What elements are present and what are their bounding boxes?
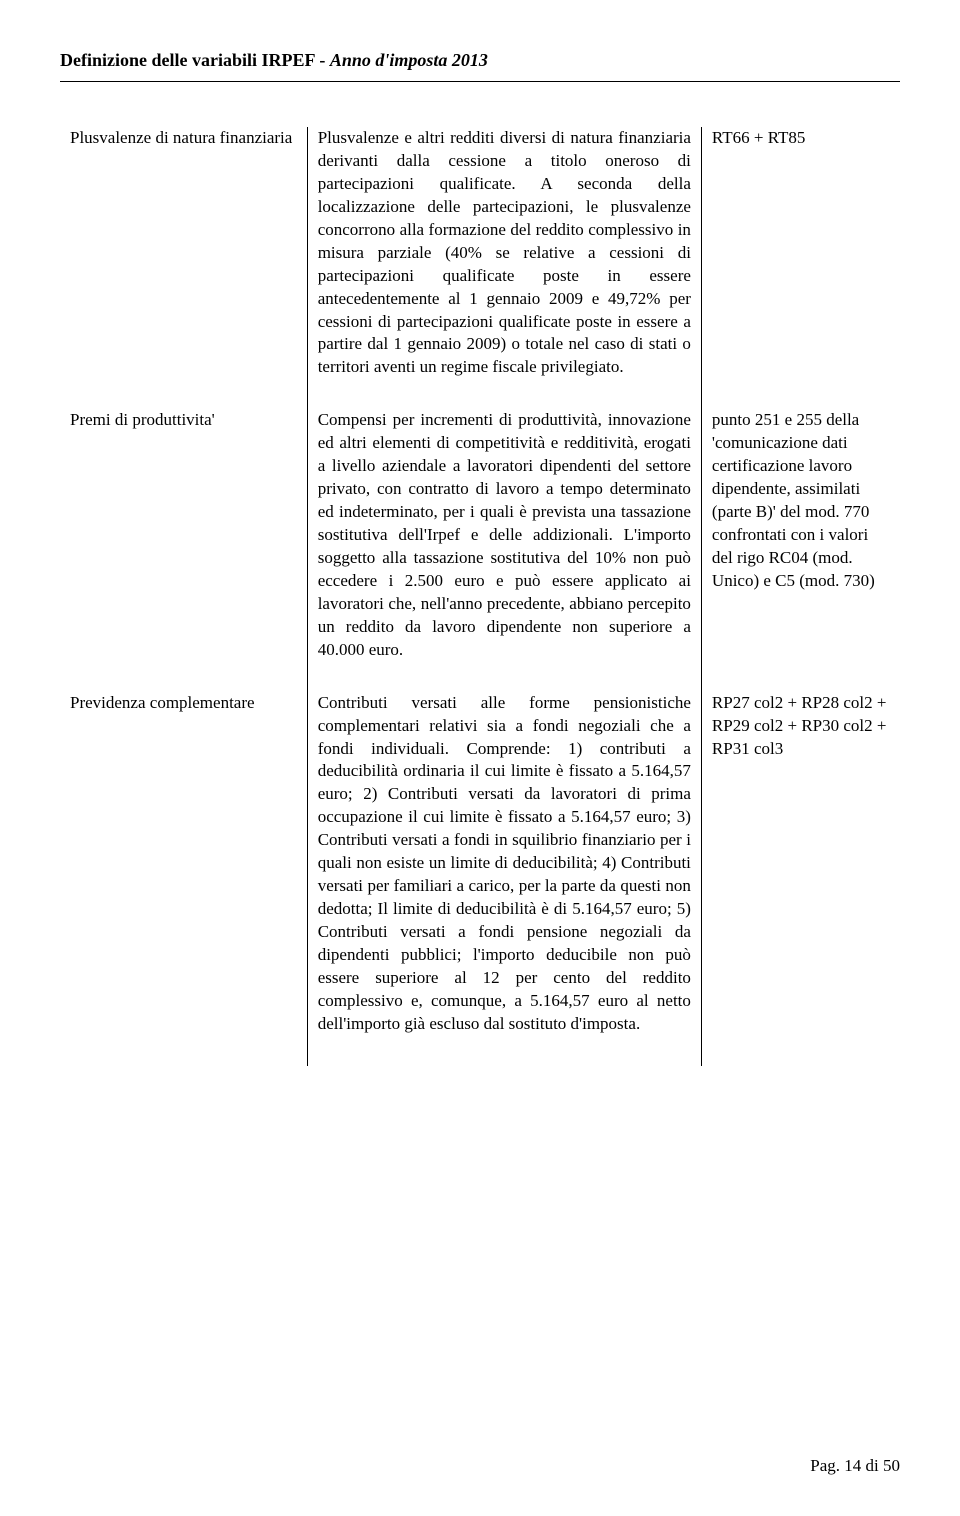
- variable-name: Plusvalenze di natura finanziaria: [60, 127, 307, 409]
- variable-name: Previdenza complementare: [60, 692, 307, 1066]
- variable-description: Plusvalenze e altri redditi diversi di n…: [307, 127, 701, 409]
- table-row: Premi di produttivita' Compensi per incr…: [60, 409, 900, 691]
- variable-name: Premi di produttivita': [60, 409, 307, 691]
- header-rule: [60, 81, 900, 82]
- variable-reference: RT66 + RT85: [701, 127, 900, 409]
- table-row: Previdenza complementare Contributi vers…: [60, 692, 900, 1066]
- header-title-italic: Anno d'imposta 2013: [330, 50, 488, 70]
- variable-reference: RP27 col2 + RP28 col2 + RP29 col2 + RP30…: [701, 692, 900, 1066]
- variable-reference: punto 251 e 255 della 'comunicazione dat…: [701, 409, 900, 691]
- header-title-bold: Definizione delle variabili IRPEF -: [60, 50, 330, 70]
- variable-description: Contributi versati alle forme pensionist…: [307, 692, 701, 1066]
- variable-description: Compensi per incrementi di produttività,…: [307, 409, 701, 691]
- page: Definizione delle variabili IRPEF - Anno…: [0, 0, 960, 1516]
- page-footer: Pag. 14 di 50: [810, 1456, 900, 1476]
- definitions-table: Plusvalenze di natura finanziaria Plusva…: [60, 127, 900, 1066]
- page-header: Definizione delle variabili IRPEF - Anno…: [60, 50, 900, 71]
- table-row: Plusvalenze di natura finanziaria Plusva…: [60, 127, 900, 409]
